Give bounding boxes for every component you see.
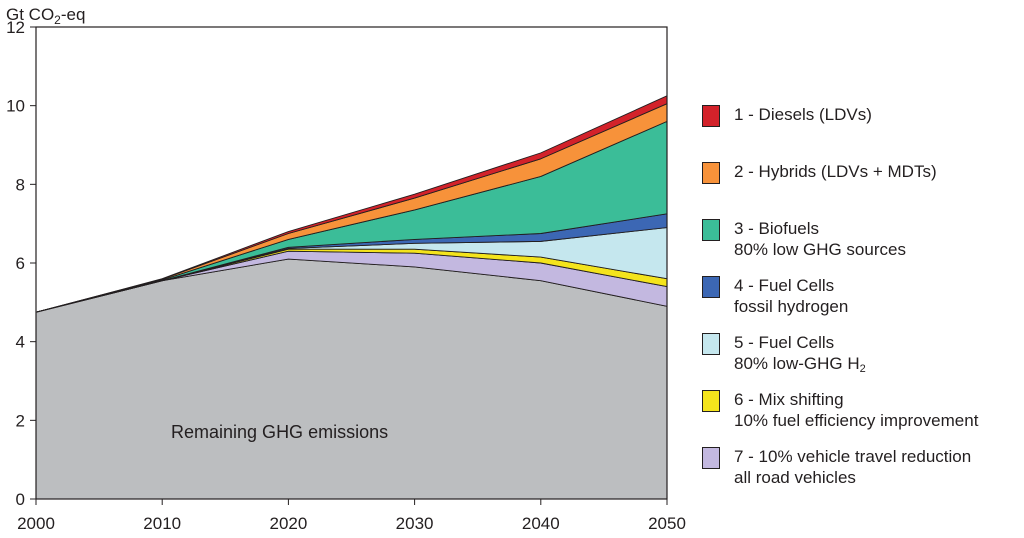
legend-title: 1 - Diesels (LDVs) bbox=[734, 105, 872, 124]
y-axis-label: Gt CO2-eq bbox=[6, 5, 85, 27]
legend-title: 2 - Hybrids (LDVs + MDTs) bbox=[734, 162, 937, 181]
legend-title: 6 - Mix shifting bbox=[734, 390, 844, 409]
legend-title: 3 - Biofuels bbox=[734, 219, 820, 238]
legend-item-3: 3 - Biofuels 80% low GHG sources bbox=[702, 218, 906, 260]
legend-label: 5 - Fuel Cells 80% low-GHG H2 bbox=[734, 332, 866, 380]
legend-swatch bbox=[702, 276, 720, 298]
legend-label: 1 - Diesels (LDVs) bbox=[734, 104, 872, 125]
y-tick-label: 0 bbox=[16, 490, 25, 509]
legend-title: 5 - Fuel Cells bbox=[734, 333, 835, 352]
legend-label: 4 - Fuel Cells fossil hydrogen bbox=[734, 275, 848, 317]
area-remaining-emissions bbox=[35, 258, 668, 500]
x-tick-label: 2050 bbox=[648, 514, 686, 533]
x-tick-label: 2020 bbox=[269, 514, 307, 533]
y-tick-label: 2 bbox=[16, 411, 25, 430]
x-tick-label: 2030 bbox=[396, 514, 434, 533]
x-tick-label: 2000 bbox=[17, 514, 55, 533]
legend-item-7: 7 - 10% vehicle travel reduction all road… bbox=[702, 446, 971, 488]
legend-item-2: 2 - Hybrids (LDVs + MDTs) bbox=[702, 161, 937, 184]
area-layers bbox=[35, 95, 668, 500]
y-tick-label: 12 bbox=[6, 18, 25, 37]
legend-label: 7 - 10% vehicle travel reduction all road… bbox=[734, 446, 971, 488]
x-tick-label: 2040 bbox=[522, 514, 560, 533]
y-tick-label: 10 bbox=[6, 97, 25, 116]
legend-title: 7 - 10% vehicle travel reduction bbox=[734, 447, 972, 466]
stacked-area-chart: 0 2 4 6 8 10 12 2000 2010 2020 2030 2040 2050 Gt CO… bbox=[6, 5, 686, 533]
legend-swatch bbox=[702, 447, 720, 469]
legend-swatch bbox=[702, 105, 720, 127]
legend-label: 2 - Hybrids (LDVs + MDTs) bbox=[734, 161, 937, 182]
legend-swatch bbox=[702, 390, 720, 412]
legend-swatch bbox=[702, 162, 720, 184]
legend-subtitle: all road vehicles bbox=[734, 468, 856, 487]
legend-item-5: 5 - Fuel Cells 80% low-GHG H2 bbox=[702, 332, 866, 380]
legend-item-4: 4 - Fuel Cells fossil hydrogen bbox=[702, 275, 848, 317]
y-axis: 0 2 4 6 8 10 12 bbox=[6, 18, 36, 509]
x-tick-label: 2010 bbox=[143, 514, 181, 533]
remaining-emissions-label: Remaining GHG emissions bbox=[171, 422, 388, 442]
legend-swatch bbox=[702, 219, 720, 241]
legend-subtitle: 80% low-GHG H2 bbox=[734, 354, 866, 375]
legend-item-1: 1 - Diesels (LDVs) bbox=[702, 104, 872, 127]
legend-subtitle: 80% low GHG sources bbox=[734, 240, 906, 259]
legend-swatch bbox=[702, 333, 720, 355]
x-axis: 2000 2010 2020 2030 2040 2050 bbox=[17, 499, 686, 533]
legend-title: 4 - Fuel Cells bbox=[734, 276, 835, 295]
legend-item-6: 6 - Mix shifting 10% fuel efficiency impr… bbox=[702, 389, 978, 431]
y-tick-label: 4 bbox=[16, 333, 25, 352]
legend-subtitle: 10% fuel efficiency improvement bbox=[734, 411, 979, 430]
legend-label: 6 - Mix shifting 10% fuel efficiency impr… bbox=[734, 389, 978, 431]
legend-subtitle: fossil hydrogen bbox=[734, 297, 849, 316]
y-tick-label: 8 bbox=[16, 175, 25, 194]
y-tick-label: 6 bbox=[16, 254, 25, 273]
legend-label: 3 - Biofuels 80% low GHG sources bbox=[734, 218, 906, 260]
